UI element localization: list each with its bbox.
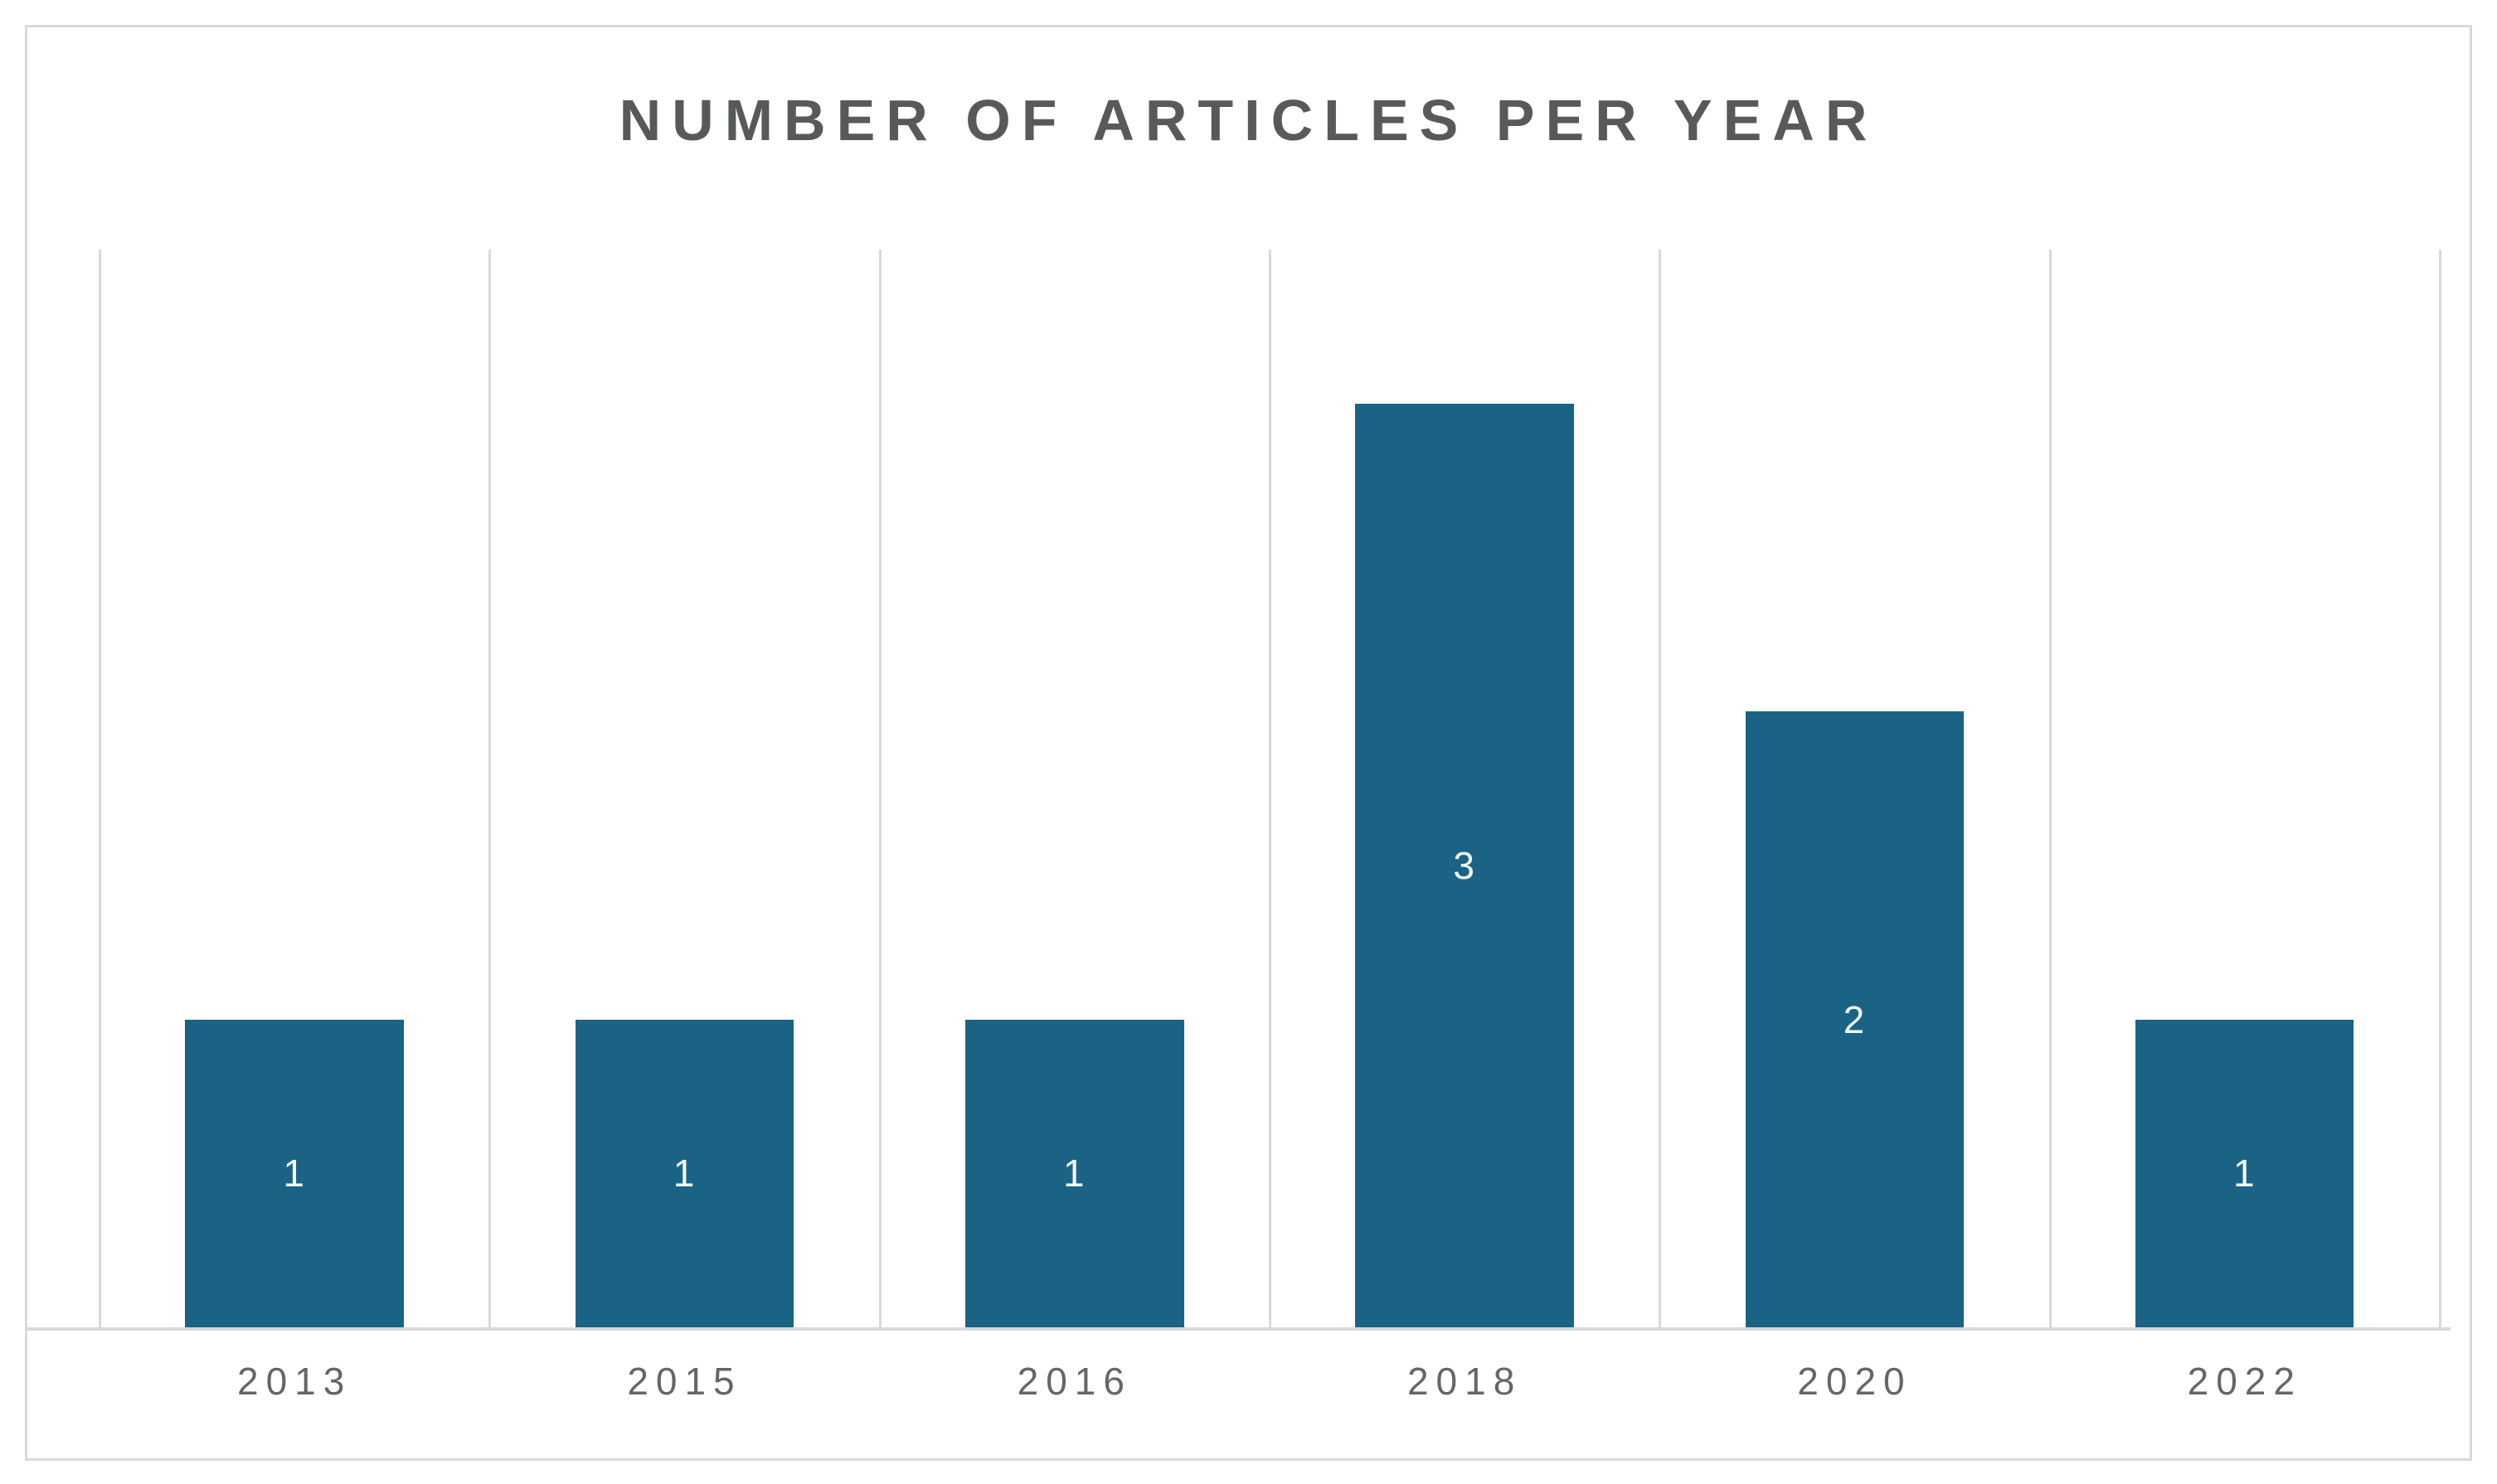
bar-2018: 3 (1355, 403, 1574, 1327)
plot-area: 1 1 1 3 2 1 (99, 250, 2441, 1327)
category-gridline (878, 250, 882, 1327)
x-axis-label-2016: 2016 (1017, 1360, 1132, 1403)
category-column-2013: 1 (100, 250, 489, 1327)
bar-2016: 1 (965, 1019, 1184, 1327)
category-gridline (2439, 250, 2441, 1327)
x-axis-label-2022: 2022 (2187, 1360, 2302, 1403)
category-gridline (99, 250, 101, 1327)
x-axis-label-2015: 2015 (627, 1360, 742, 1403)
bar-data-label: 2 (1843, 997, 1867, 1041)
category-column-2015: 1 (489, 250, 879, 1327)
bar-2015: 1 (575, 1019, 794, 1327)
bar-data-label: 1 (283, 1152, 306, 1195)
bar-2013: 1 (185, 1019, 404, 1327)
x-axis-line (27, 1327, 2451, 1331)
bar-data-label: 1 (673, 1152, 697, 1195)
category-gridline (2048, 250, 2052, 1327)
category-column-2016: 1 (880, 250, 1270, 1327)
bars-layer: 1 1 1 3 2 1 (100, 250, 2440, 1327)
category-gridline (1659, 250, 1662, 1327)
category-column-2018: 3 (1270, 250, 1659, 1327)
bar-2020: 2 (1745, 711, 1965, 1327)
x-axis-label-2020: 2020 (1797, 1360, 1912, 1403)
bar-data-label: 1 (2233, 1152, 2257, 1195)
category-gridline (1269, 250, 1271, 1327)
category-column-2020: 2 (1659, 250, 2049, 1327)
x-axis-label-2018: 2018 (1406, 1360, 1523, 1403)
category-gridline (488, 250, 492, 1327)
category-column-2022: 1 (2050, 250, 2440, 1327)
chart-title: NUMBER OF ARTICLES PER YEAR (619, 88, 1878, 153)
bar-2022: 1 (2135, 1019, 2354, 1327)
bar-data-label: 1 (1063, 1152, 1086, 1195)
x-axis-label-2013: 2013 (236, 1360, 352, 1403)
x-axis-labels: 2013 2015 2016 2018 2020 2022 (100, 1359, 2440, 1404)
bar-data-label: 3 (1453, 843, 1476, 887)
